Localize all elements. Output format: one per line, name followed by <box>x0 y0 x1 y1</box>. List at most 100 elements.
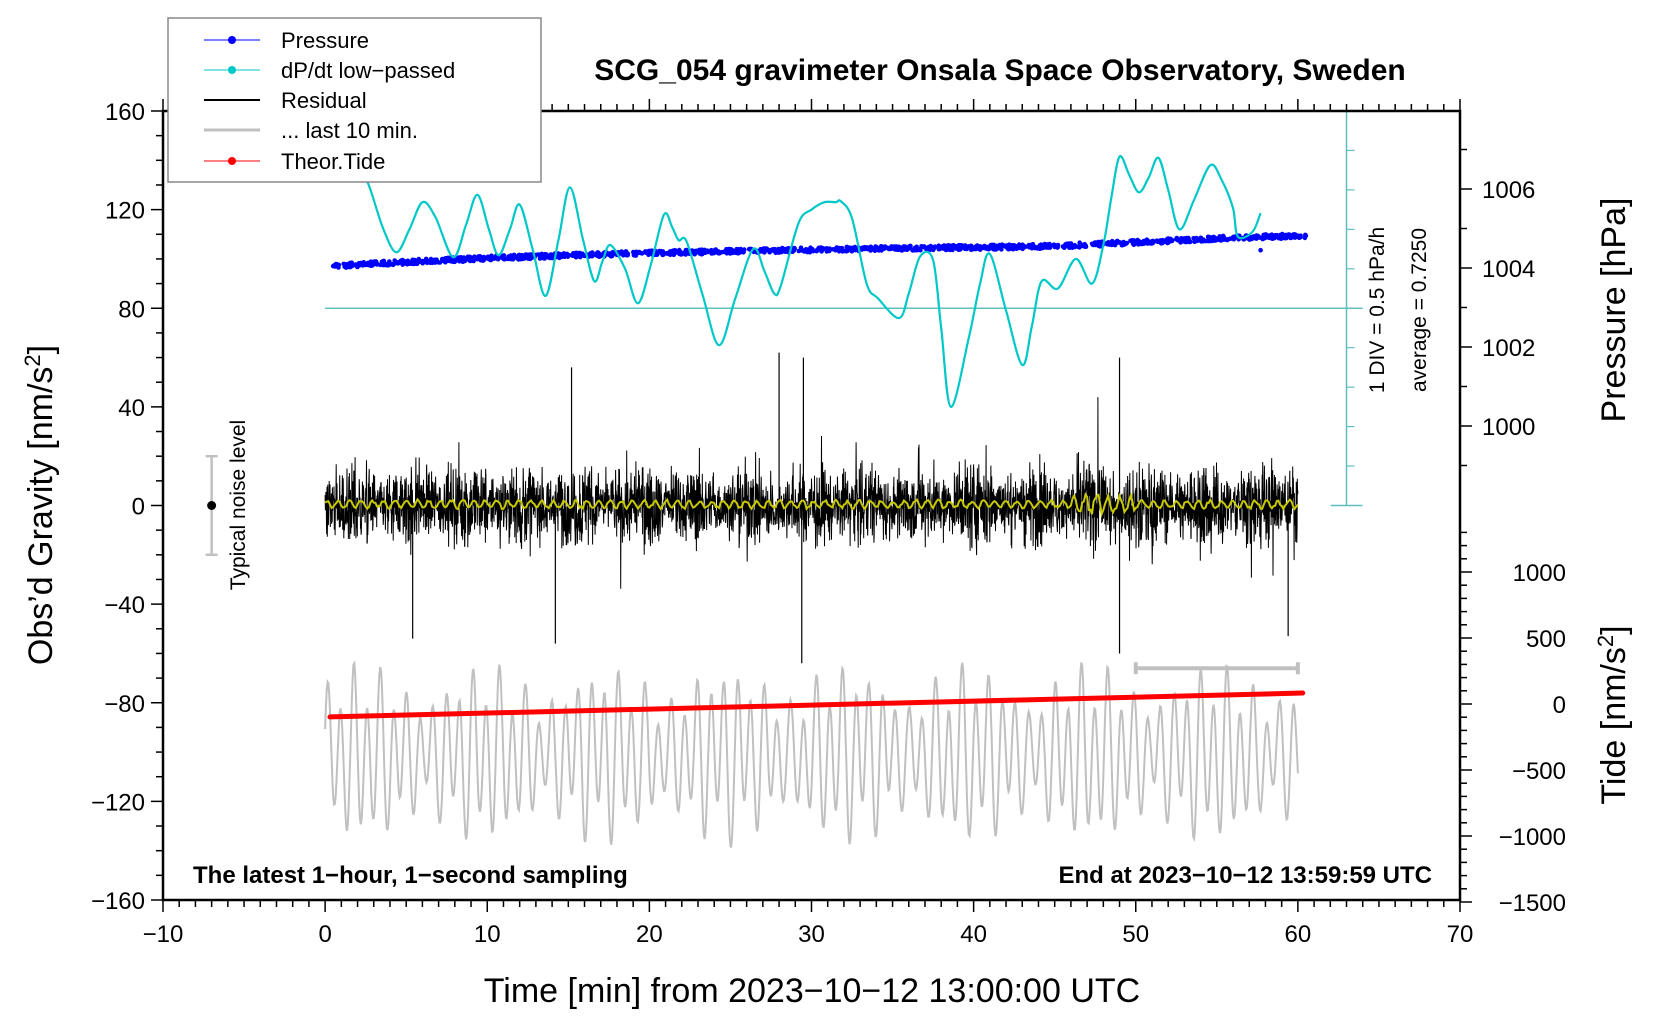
pressure-point <box>1294 233 1300 239</box>
pressure-point <box>882 244 888 249</box>
pressure-point <box>392 261 398 266</box>
pressure-point <box>666 251 671 256</box>
tide-tick-label: −500 <box>1512 758 1566 785</box>
pressure-point <box>439 256 445 262</box>
legend-item-tide: Theor.Tide <box>204 149 385 174</box>
legend: Pressure dP/dt low−passed Residual ... l… <box>167 17 542 183</box>
pressure-point <box>657 248 662 254</box>
x-tick-label: 30 <box>798 921 825 948</box>
pressure-point <box>904 247 910 252</box>
pressure-tick-label: 1006 <box>1482 177 1535 204</box>
pressure-point <box>954 246 959 251</box>
pressure-point <box>1145 238 1150 243</box>
tide-axis-title-sup: 2 <box>1593 635 1618 647</box>
pressure-point <box>802 249 807 254</box>
pressure-point <box>1155 239 1160 245</box>
pressure-point <box>760 249 765 254</box>
pressure-point <box>815 247 820 252</box>
pressure-point <box>827 247 833 252</box>
pressure-point <box>412 257 418 263</box>
pressure-point <box>1165 240 1170 246</box>
scale-bar-div-label: 1 DIV = 0.5 hPa/h <box>1366 227 1389 393</box>
legend-label-residual: Residual <box>281 88 367 113</box>
x-axis-title: Time [min] from 2023−10−12 13:00:00 UTC <box>484 972 1140 1010</box>
pressure-point <box>984 246 990 252</box>
tide-tick-label: 500 <box>1526 626 1566 653</box>
pressure-point <box>973 244 979 249</box>
pressure-point <box>378 262 383 268</box>
pressure-point <box>542 252 548 257</box>
pressure-point <box>608 253 614 259</box>
pressure-point <box>481 254 487 260</box>
pressure-point <box>577 250 582 256</box>
pressure-point <box>631 249 636 255</box>
pressure-point <box>1168 236 1173 242</box>
pressure-tick-label: 1004 <box>1482 256 1535 283</box>
pressure-point <box>1009 245 1015 251</box>
residual-smoothed-trace <box>324 491 1299 518</box>
plot-axes: −10 0 10 20 30 40 50 60 70 160 120 80 40 0 −40 −80 −120 −… <box>91 99 1566 948</box>
pressure-point <box>713 247 718 252</box>
pressure-point <box>779 245 785 251</box>
pressure-point <box>1263 232 1269 237</box>
pressure-point <box>844 244 850 250</box>
pressure-point <box>1136 242 1141 247</box>
pressure-point <box>488 257 494 263</box>
pressure-point <box>570 253 575 258</box>
pressure-point <box>948 246 954 252</box>
y-axis-title-sup: 2 <box>20 354 45 366</box>
pressure-point <box>1092 240 1098 245</box>
pressure-point <box>938 246 944 251</box>
pressure-point <box>835 247 840 252</box>
pressure-point <box>1075 244 1081 249</box>
pressure-point <box>1164 237 1169 242</box>
pressure-point <box>1221 233 1226 239</box>
pressure-point <box>1298 233 1303 238</box>
pressure-point <box>621 253 626 258</box>
pressure-point <box>772 247 778 252</box>
pressure-point <box>709 249 715 255</box>
pressure-point <box>970 246 975 252</box>
pressure-point <box>1282 235 1287 241</box>
pressure-point <box>677 250 683 255</box>
pressure-point <box>478 258 484 263</box>
pressure-point <box>853 247 858 253</box>
pressure-point <box>499 255 505 260</box>
pressure-point <box>1019 244 1025 249</box>
legend-label-tide: Theor.Tide <box>281 149 385 174</box>
pressure-point <box>597 252 603 257</box>
pressure-scatter <box>330 231 1309 270</box>
noise-level-center-dot <box>207 501 217 510</box>
legend-item-last10: ... last 10 min. <box>204 118 418 143</box>
tide-tick-label: −1000 <box>1499 824 1566 851</box>
pressure-tick-label: 1000 <box>1482 414 1535 441</box>
pressure-point <box>1037 244 1042 249</box>
legend-dot-tide <box>228 157 236 165</box>
pressure-point <box>699 251 705 256</box>
theoretical-tide-trace <box>327 690 1306 720</box>
residual-trace <box>324 397 1299 589</box>
pressure-point <box>423 256 429 262</box>
y-tick-label: 120 <box>105 198 145 225</box>
pressure-point <box>914 244 919 250</box>
pressure-point <box>782 249 788 254</box>
y-axis-title-main: Obs’d Gravity [nm/s <box>22 367 60 666</box>
pressure-point <box>942 244 947 250</box>
pressure-point <box>366 262 372 268</box>
tide-axis-title-end: ] <box>1595 625 1633 634</box>
pressure-point <box>1029 246 1035 251</box>
pressure-point <box>956 242 962 248</box>
pressure-point <box>892 247 897 252</box>
y-tick-label: 40 <box>118 395 145 422</box>
pressure-point <box>1106 240 1111 245</box>
legend-dot-pressure <box>228 36 236 44</box>
pressure-point <box>1006 243 1011 249</box>
pressure-point <box>1068 241 1074 246</box>
pressure-point <box>897 245 902 250</box>
x-tick-label: 40 <box>960 921 987 948</box>
pressure-point <box>696 249 701 255</box>
pressure-point <box>406 261 412 267</box>
pressure-point <box>558 252 563 257</box>
pressure-point <box>547 254 552 260</box>
pressure-point <box>919 244 924 249</box>
